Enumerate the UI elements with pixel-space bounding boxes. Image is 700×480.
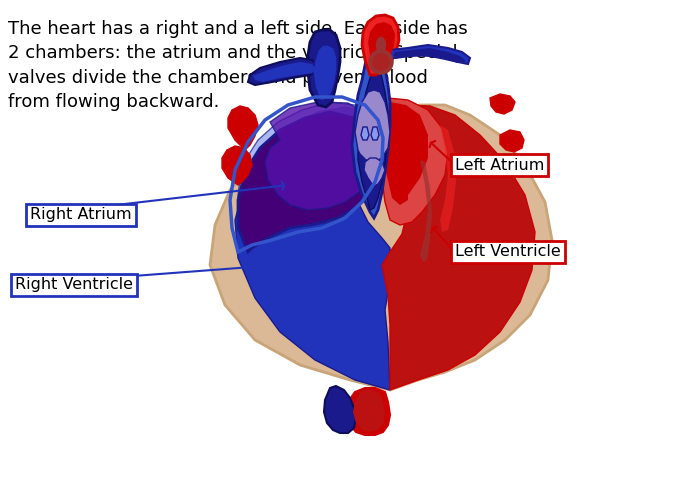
Polygon shape [324,386,356,433]
Polygon shape [253,62,316,82]
Polygon shape [393,48,466,63]
Polygon shape [248,58,318,85]
Polygon shape [371,127,379,140]
Polygon shape [228,106,258,150]
Polygon shape [490,94,515,114]
Polygon shape [360,98,448,225]
Polygon shape [348,388,390,435]
Polygon shape [361,127,369,140]
Polygon shape [370,102,428,205]
Polygon shape [265,102,382,210]
Circle shape [369,50,393,74]
Polygon shape [222,146,252,185]
Polygon shape [368,22,395,70]
Text: Right Atrium: Right Atrium [30,207,132,223]
Ellipse shape [375,36,387,54]
Text: Left Ventricle: Left Ventricle [455,244,561,260]
Polygon shape [353,390,385,432]
Polygon shape [235,107,390,390]
Polygon shape [238,102,383,252]
Polygon shape [352,50,390,218]
Polygon shape [390,45,470,64]
Polygon shape [500,130,524,152]
Text: Right Ventricle: Right Ventricle [15,277,133,292]
Polygon shape [313,45,337,101]
Text: Left Atrium: Left Atrium [455,157,545,172]
Circle shape [373,54,389,70]
Polygon shape [440,125,456,232]
Text: The heart has a right and a left side. Each side has
2 chambers: the atrium and : The heart has a right and a left side. E… [8,20,468,111]
Polygon shape [364,158,385,186]
Polygon shape [210,105,552,390]
Polygon shape [355,90,390,162]
Polygon shape [420,160,432,262]
Polygon shape [368,105,535,390]
Polygon shape [358,65,388,210]
Polygon shape [238,112,380,252]
Polygon shape [362,15,399,75]
Polygon shape [308,30,340,107]
